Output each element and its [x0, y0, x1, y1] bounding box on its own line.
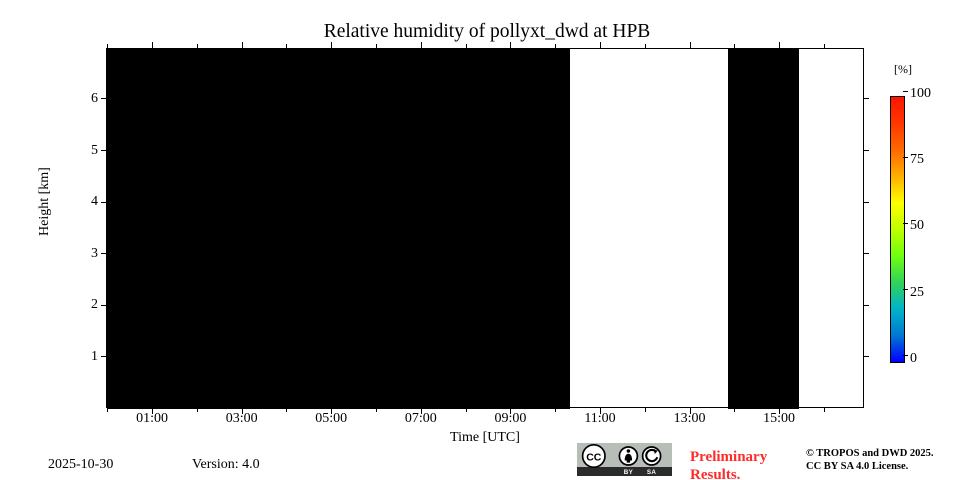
svg-text:CC: CC [586, 452, 602, 464]
svg-text:SA: SA [647, 469, 657, 476]
svg-text:BY: BY [624, 469, 634, 476]
